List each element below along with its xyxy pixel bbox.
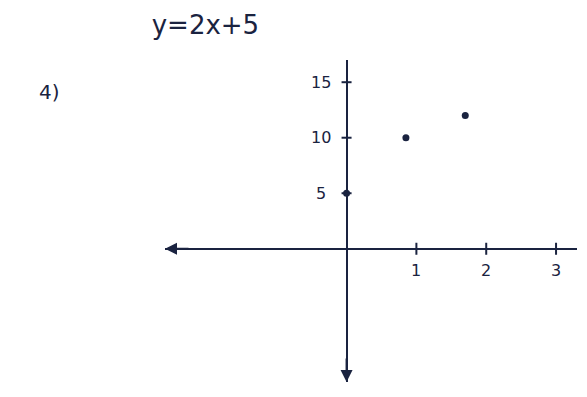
svg-text:15: 15 xyxy=(311,73,331,92)
svg-text:2: 2 xyxy=(481,261,491,280)
svg-text:y=2x+5: y=2x+5 xyxy=(152,10,259,40)
svg-text:5: 5 xyxy=(316,184,326,203)
svg-text:1: 1 xyxy=(411,261,421,280)
svg-text:10: 10 xyxy=(311,128,331,147)
svg-text:3: 3 xyxy=(551,261,561,280)
svg-text:4): 4) xyxy=(39,80,60,104)
